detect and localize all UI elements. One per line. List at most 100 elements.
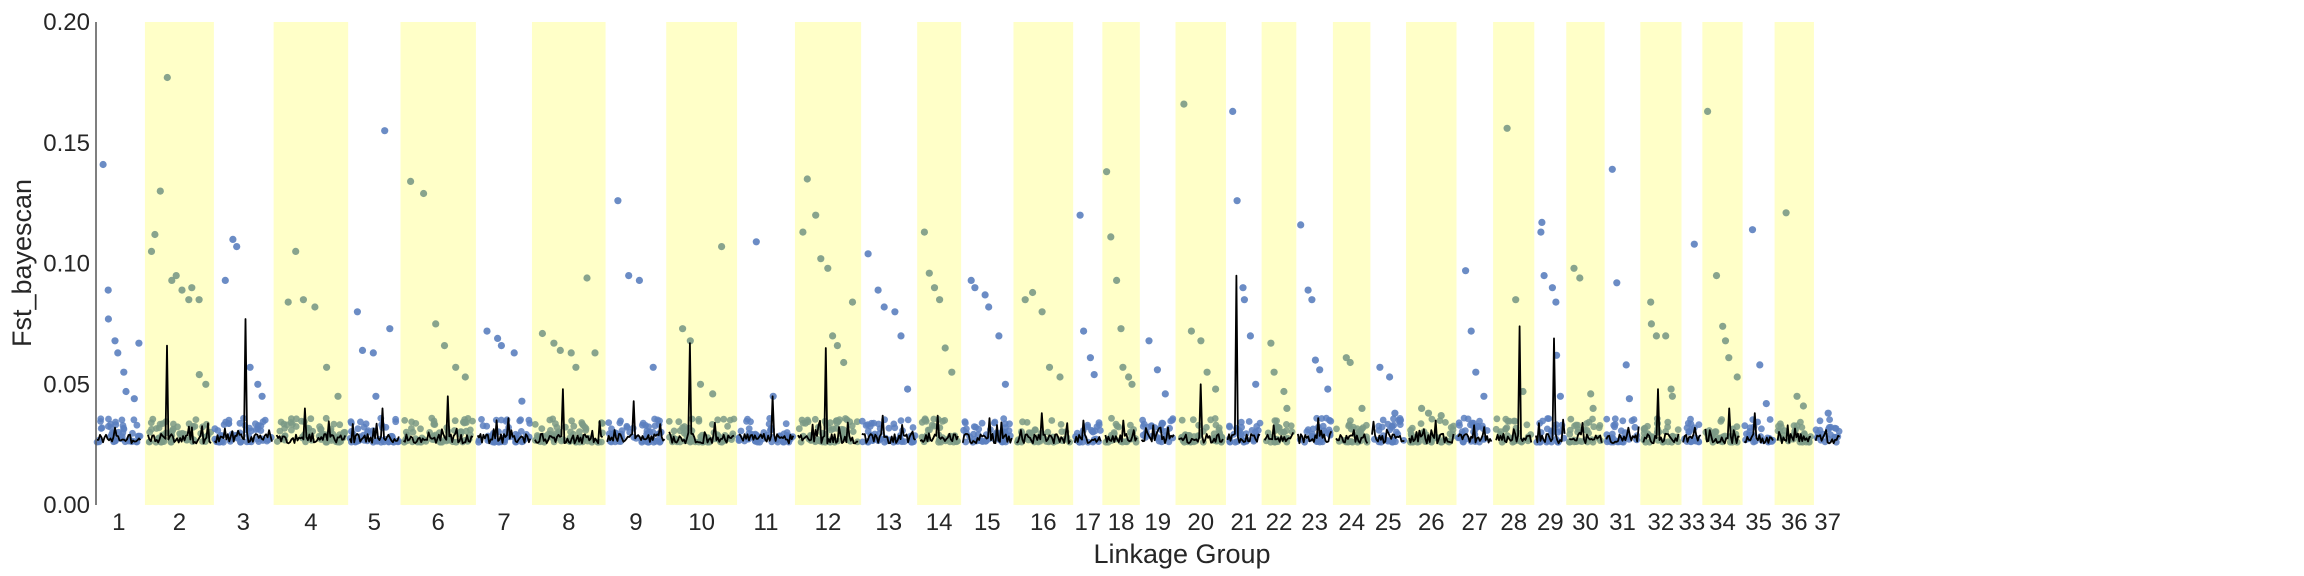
snp-outlier-point bbox=[386, 325, 394, 333]
snp-outlier-point bbox=[1021, 296, 1029, 304]
snp-point bbox=[1309, 430, 1316, 438]
snp-point bbox=[1475, 423, 1482, 431]
snp-point bbox=[354, 425, 362, 433]
rolling-mean-line-31 bbox=[1605, 426, 1640, 444]
snp-point bbox=[1237, 418, 1245, 426]
snp-point bbox=[1084, 421, 1091, 429]
snp-point bbox=[695, 415, 703, 423]
x-tick-label: 10 bbox=[688, 509, 715, 536]
snp-point bbox=[283, 421, 291, 429]
snp-outlier-point bbox=[130, 395, 138, 403]
snp-outlier-point bbox=[824, 264, 832, 272]
snp-point bbox=[553, 423, 561, 431]
snp-point bbox=[1603, 415, 1611, 423]
snp-point bbox=[98, 424, 106, 432]
snp-outlier-point bbox=[1608, 165, 1616, 173]
snp-point bbox=[211, 425, 219, 433]
snp-outlier-point bbox=[1145, 337, 1153, 345]
snp-outlier-point bbox=[1587, 390, 1595, 398]
snp-outlier-point bbox=[567, 349, 575, 357]
snp-point bbox=[119, 422, 127, 429]
snp-outlier-point bbox=[635, 276, 644, 284]
snp-outlier-point bbox=[948, 368, 956, 376]
snp-point bbox=[1345, 422, 1352, 430]
snp-point bbox=[1267, 438, 1275, 446]
rolling-mean-line-13 bbox=[861, 414, 917, 445]
rolling-mean-lines bbox=[97, 274, 1841, 445]
snp-point bbox=[1186, 432, 1193, 439]
snp-outlier-point bbox=[156, 187, 164, 195]
snp-point bbox=[1388, 423, 1396, 431]
snp-outlier-point bbox=[311, 303, 319, 311]
snp-point bbox=[1178, 416, 1186, 424]
snp-point bbox=[656, 417, 663, 425]
snp-point bbox=[475, 438, 482, 446]
snp-outlier-point bbox=[1799, 402, 1807, 410]
highlight-band-24 bbox=[1332, 22, 1371, 505]
snp-outlier-point bbox=[114, 349, 122, 357]
snp-outlier-point bbox=[538, 329, 547, 338]
snp-outlier-point bbox=[147, 247, 156, 255]
rolling-mean-line-34 bbox=[1704, 407, 1740, 445]
snp-outlier-point bbox=[1540, 272, 1548, 280]
snp-point bbox=[364, 427, 372, 434]
snp-point bbox=[909, 424, 917, 431]
rolling-mean-line-18 bbox=[1104, 419, 1138, 443]
snp-outlier-point bbox=[1667, 385, 1675, 393]
snp-point bbox=[105, 422, 112, 430]
snp-point bbox=[675, 418, 683, 426]
snp-outlier-point bbox=[1125, 373, 1133, 381]
snp-point bbox=[105, 415, 112, 423]
snp-outlier-point bbox=[967, 276, 975, 284]
snp-point bbox=[357, 418, 364, 426]
snp-point bbox=[1831, 424, 1839, 432]
rolling-mean-line-1 bbox=[97, 426, 142, 445]
snp-point bbox=[1619, 417, 1627, 425]
snp-outlier-point bbox=[572, 363, 580, 371]
rolling-mean-line-29 bbox=[1535, 337, 1566, 445]
snp-point bbox=[414, 438, 421, 446]
snp-point bbox=[576, 428, 583, 435]
snp-point bbox=[1590, 423, 1598, 431]
x-tick-label: 12 bbox=[815, 509, 842, 536]
snp-point bbox=[1442, 419, 1449, 426]
snp-outlier-point bbox=[1652, 332, 1660, 340]
snp-outlier-point bbox=[995, 332, 1003, 340]
snp-point bbox=[1476, 417, 1483, 425]
rolling-mean-line-4 bbox=[275, 407, 347, 445]
snp-outlier-point bbox=[1376, 363, 1384, 371]
snp-outlier-point bbox=[936, 296, 944, 304]
snp-outlier-point bbox=[1793, 392, 1801, 400]
snp-point bbox=[1571, 422, 1578, 430]
snp-point bbox=[392, 415, 399, 423]
snp-point bbox=[744, 415, 751, 423]
x-tick-label: 7 bbox=[497, 509, 510, 536]
x-tick-label: 3 bbox=[237, 509, 250, 536]
snp-outlier-point bbox=[752, 238, 760, 246]
snp-point bbox=[864, 427, 872, 435]
snp-outlier-point bbox=[829, 332, 837, 340]
snp-point bbox=[941, 417, 949, 424]
snp-outlier-point bbox=[1342, 354, 1350, 362]
snp-outlier-point bbox=[897, 332, 905, 340]
snp-outlier-point bbox=[188, 284, 196, 292]
snp-outlier-point bbox=[1246, 332, 1254, 340]
snp-outlier-point bbox=[1239, 284, 1247, 292]
snp-outlier-point bbox=[1690, 240, 1698, 248]
x-tick-label: 4 bbox=[304, 509, 317, 536]
snp-point bbox=[1353, 425, 1361, 433]
snp-point bbox=[656, 438, 664, 446]
snp-point bbox=[97, 415, 105, 423]
x-tick-label: 24 bbox=[1338, 509, 1365, 536]
x-tick-label: 5 bbox=[368, 509, 381, 536]
snp-outlier-point bbox=[172, 272, 180, 280]
snp-outlier-point bbox=[369, 349, 377, 357]
snp-point bbox=[1674, 426, 1682, 433]
y-axis-title: Fst_bayescan bbox=[7, 179, 37, 347]
rolling-mean-line-33 bbox=[1682, 426, 1702, 443]
snp-point bbox=[1684, 419, 1692, 427]
snp-outlier-point bbox=[1576, 274, 1584, 282]
snp-point bbox=[1816, 417, 1824, 425]
